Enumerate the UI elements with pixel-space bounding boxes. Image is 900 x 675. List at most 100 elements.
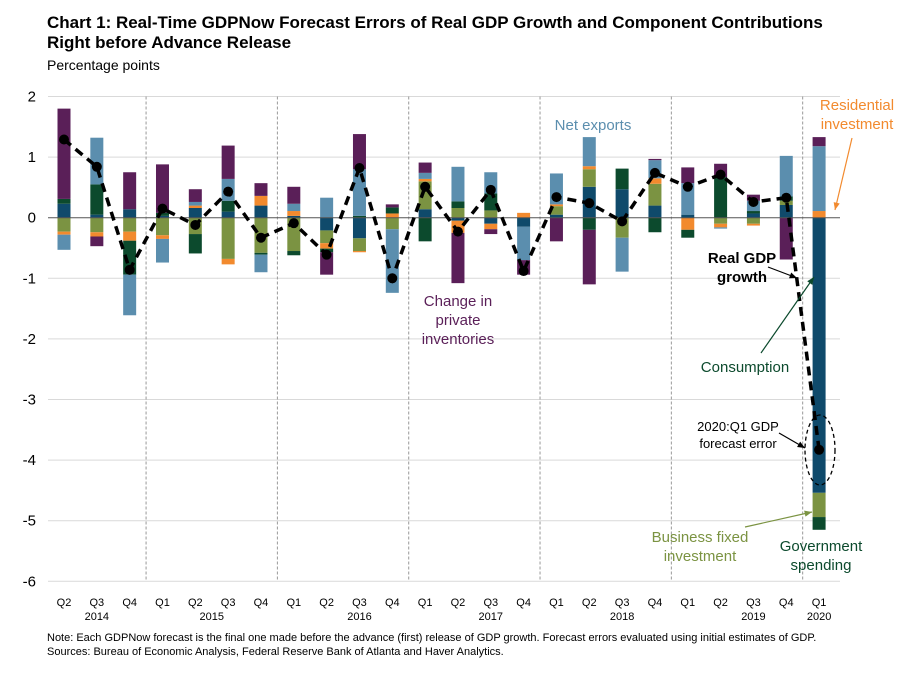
chart-subtitle: Percentage points <box>47 57 160 73</box>
bar-segment-business-fixed-investment <box>549 206 563 215</box>
bar-segment-government-spending <box>582 217 596 230</box>
x-tick-label: Q4 <box>122 597 137 609</box>
bar-segment-government-spending <box>287 251 301 256</box>
bar-segment-change-in-private-inventories <box>418 162 432 173</box>
bar-segment-change-in-private-inventories <box>90 236 104 247</box>
gdp-growth-point <box>190 219 201 230</box>
bar-segment-government-spending <box>57 198 71 204</box>
x-tick-label: Q2 <box>713 597 728 609</box>
gdp-growth-point <box>452 226 463 237</box>
year-label: 2020 <box>807 611 831 623</box>
bar-segment-residential-investment <box>812 211 826 218</box>
x-tick-label: Q1 <box>680 597 695 609</box>
bar-segment-consumption <box>287 215 301 218</box>
bar-segment-government-spending <box>90 184 104 215</box>
forecast-error-ellipse <box>804 414 836 486</box>
bar-segment-change-in-private-inventories <box>385 204 399 208</box>
bar-segment-government-spending <box>746 211 760 214</box>
gdp-growth-point <box>617 216 628 227</box>
annotation-forecast-error: 2020:Q1 GDP <box>697 419 779 434</box>
bar-segment-business-fixed-investment <box>648 183 662 206</box>
bar-segment-government-spending <box>385 207 399 214</box>
gdp-growth-point <box>420 181 431 192</box>
business-arrow <box>744 511 813 528</box>
bar-segment-change-in-private-inventories <box>582 229 596 285</box>
bar-segment-residential-investment <box>254 195 268 206</box>
bar-segment-net-exports <box>155 238 169 263</box>
gdp-growth-point <box>814 444 825 455</box>
x-tick-label: Q3 <box>89 597 104 609</box>
bar-segment-consumption <box>549 214 563 218</box>
bar-segment-change-in-private-inventories <box>812 137 826 147</box>
annotation-net-exports: Net exports <box>555 117 632 134</box>
bar-segment-government-spending <box>221 200 235 212</box>
residential-arrow-head <box>833 202 840 210</box>
bar-segment-government-spending <box>714 177 728 218</box>
x-tick-label: Q2 <box>57 597 72 609</box>
gdp-growth-point <box>781 192 792 203</box>
y-tick-label: -3 <box>23 392 36 409</box>
annotation-forecast-error: forecast error <box>699 436 777 451</box>
bar-segment-business-fixed-investment <box>352 238 366 252</box>
annotation-consumption: Consumption <box>701 359 789 376</box>
x-tick-label: Q3 <box>352 597 367 609</box>
bar-segment-business-fixed-investment <box>746 217 760 224</box>
bar-segment-net-exports <box>320 197 334 218</box>
bar-segment-consumption <box>123 209 137 218</box>
residential-arrow <box>834 137 853 211</box>
bar-segment-change-in-private-inventories <box>57 108 71 199</box>
bar-segment-residential-investment <box>287 211 301 216</box>
bar-segment-change-in-private-inventories <box>188 189 202 202</box>
bar-segment-residential-investment <box>320 243 334 249</box>
gdp-growth-point <box>682 181 693 192</box>
y-tick-label: 2 <box>28 89 36 106</box>
x-tick-label: Q3 <box>221 597 236 609</box>
bar-segment-government-spending <box>615 168 629 190</box>
bar-segment-government-spending <box>451 201 465 209</box>
gdp-growth-point <box>255 232 266 243</box>
y-tick-label: -1 <box>23 270 36 287</box>
bar-segment-business-fixed-investment <box>484 210 498 218</box>
bar-segment-residential-investment <box>221 258 235 265</box>
bar-segment-net-exports <box>779 155 793 197</box>
bar-segment-change-in-private-inventories <box>221 145 235 179</box>
bar-segment-change-in-private-inventories <box>287 186 301 204</box>
bar-segment-consumption <box>155 215 169 218</box>
bar-segment-residential-investment <box>517 212 531 218</box>
bar-segment-change-in-private-inventories <box>155 164 169 213</box>
x-tick-label: Q2 <box>319 597 334 609</box>
bar-segment-change-in-private-inventories <box>352 134 366 170</box>
bar-segment-consumption <box>352 217 366 239</box>
bar-segment-business-fixed-investment <box>155 217 169 236</box>
bar-segment-business-fixed-investment <box>221 217 235 259</box>
x-tick-label: Q2 <box>451 597 466 609</box>
y-tick-label: -4 <box>23 452 36 469</box>
bar-segment-change-in-private-inventories <box>681 167 695 184</box>
bar-segment-business-fixed-investment <box>582 169 596 187</box>
x-tick-label: Q3 <box>615 597 630 609</box>
bar-segment-residential-investment <box>681 217 695 230</box>
bar-segment-consumption <box>517 217 531 227</box>
gdp-growth-point <box>124 264 135 275</box>
year-label: 2016 <box>347 611 371 623</box>
bar-segment-residential-investment <box>385 213 399 218</box>
year-label: 2018 <box>610 611 634 623</box>
year-label: 2015 <box>199 611 223 623</box>
bar-segment-change-in-private-inventories <box>451 232 465 284</box>
bar-segment-residential-investment <box>57 231 71 235</box>
bar-segment-business-fixed-investment <box>451 208 465 218</box>
y-tick-label: 1 <box>28 149 36 166</box>
bar-segment-change-in-private-inventories <box>648 158 662 161</box>
annotation-residential-investment: Residential <box>820 97 894 114</box>
forecast-error-arrow-head <box>797 441 805 448</box>
bar-segment-government-spending <box>418 217 432 242</box>
x-tick-label: Q1 <box>286 597 301 609</box>
bar-segment-consumption <box>779 204 793 218</box>
gdp-growth-point <box>715 169 726 180</box>
bar-segment-consumption <box>254 205 268 218</box>
bar-segment-consumption <box>90 214 104 218</box>
business-arrow-head <box>804 510 812 517</box>
bar-segment-residential-investment <box>123 231 137 241</box>
bar-segment-residential-investment <box>418 178 432 182</box>
bar-segment-residential-investment <box>582 166 596 170</box>
